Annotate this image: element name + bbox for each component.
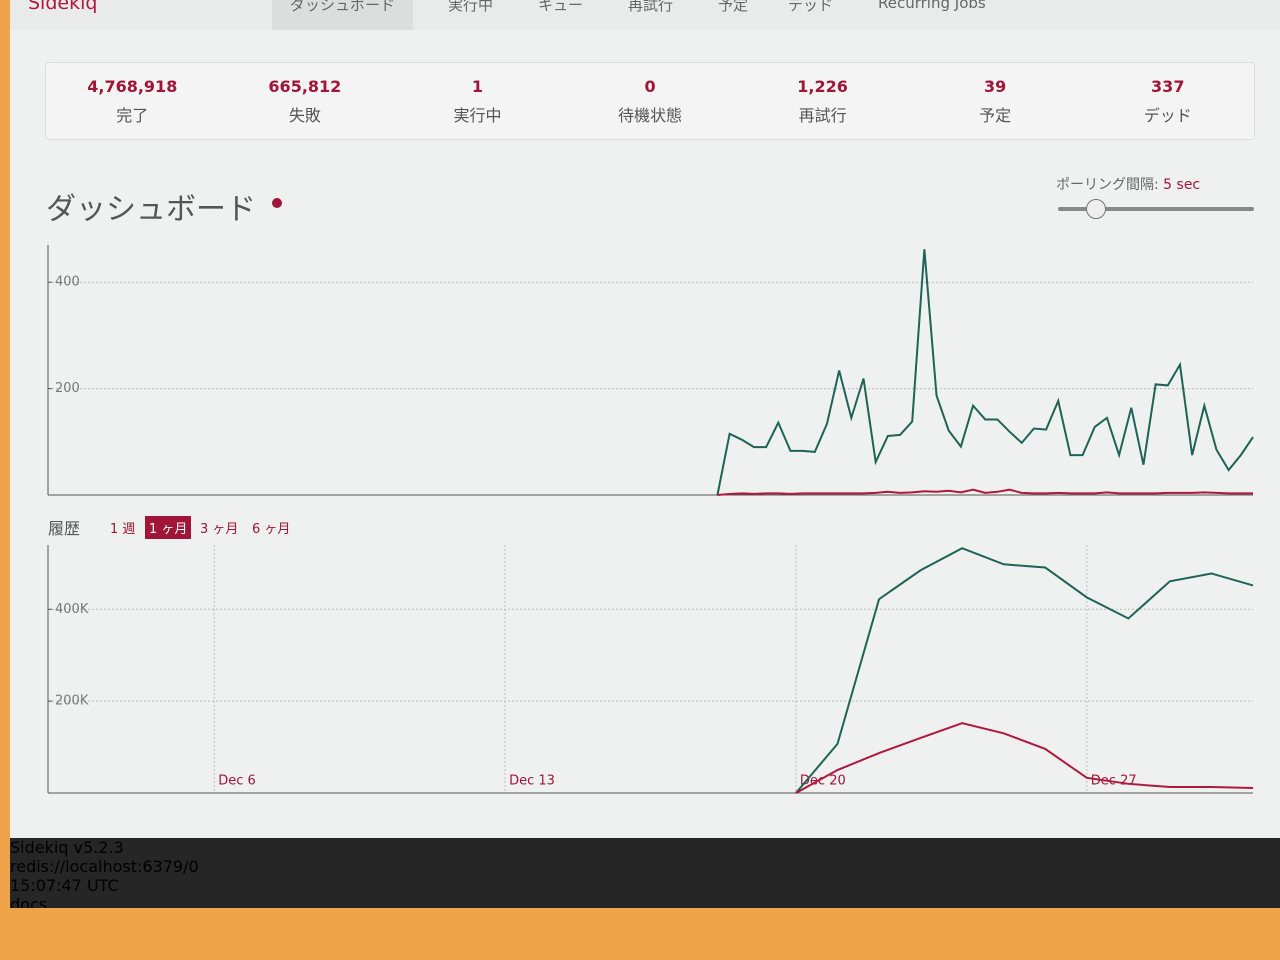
stat-label: デッド — [1143, 106, 1192, 125]
stat-label: 失敗 — [288, 106, 321, 125]
stat[interactable]: 39 予定 — [909, 63, 1082, 139]
navbar: Sidekiq ダッシュボード 実行中 キュー 再試行 予定 デッド Recurring J… — [10, 0, 1280, 30]
slider-knob[interactable] — [1086, 199, 1106, 219]
range-button[interactable]: 1 ヶ月 — [145, 516, 192, 539]
realtime-chart: 200 400 — [47, 245, 1254, 496]
stat-label: 完了 — [116, 106, 149, 125]
series-line — [795, 547, 1254, 794]
stat[interactable]: 1 実行中 — [391, 63, 564, 139]
series-line — [795, 722, 1254, 794]
footer-item: Sidekiq v5.2.3 — [10, 838, 124, 857]
x-tick-label: Dec 6 — [218, 774, 256, 789]
stat-value: 4,768,918 — [87, 77, 178, 96]
stat[interactable]: 665,812 失敗 — [219, 63, 392, 139]
dashboard-title: ダッシュボード — [46, 192, 256, 227]
live-indicator — [272, 198, 282, 208]
stat-label: 再試行 — [798, 106, 847, 125]
y-tick-label: 200K — [55, 694, 89, 709]
x-tick-label: Dec 13 — [509, 774, 555, 789]
stat-value: 1,226 — [797, 77, 848, 96]
range-button[interactable]: 6 ヶ月 — [252, 522, 291, 537]
stat[interactable]: 1,226 再試行 — [736, 63, 909, 139]
polling-value: 5 sec — [1163, 177, 1201, 193]
footer: Sidekiq v5.2.3 redis://localhost:6379/0 15… — [10, 838, 1280, 908]
history-title: 履歴 — [48, 519, 81, 538]
range-button[interactable]: 3 ヶ月 — [200, 522, 239, 537]
stat-value: 39 — [984, 77, 1007, 96]
nav-tab[interactable]: デッド — [788, 0, 834, 14]
stat[interactable]: 0 待機状態 — [564, 63, 737, 139]
nav-tab[interactable]: 実行中 — [448, 0, 494, 14]
polling-text: ポーリング間隔: — [1056, 177, 1159, 193]
polling-slider[interactable] — [1058, 207, 1254, 211]
stat-value: 0 — [644, 77, 656, 96]
footer-item: 15:07:47 UTC — [10, 876, 119, 895]
polling-label: ポーリング間隔: 5 sec — [1056, 174, 1200, 194]
screen: Sidekiq ダッシュボード 実行中 キュー 再試行 予定 デッド Recurring J… — [10, 0, 1280, 908]
nav-tab[interactable]: 再試行 — [628, 0, 674, 14]
nav-tab[interactable]: キュー — [538, 0, 584, 14]
stat-value: 665,812 — [268, 77, 342, 96]
stat-value: 1 — [471, 77, 484, 96]
series-line — [716, 249, 1254, 496]
nav-tab[interactable]: ダッシュボード — [272, 0, 414, 30]
series-line — [717, 488, 1253, 496]
stat-label: 実行中 — [453, 106, 502, 125]
stat[interactable]: 4,768,918 完了 — [46, 63, 219, 139]
y-tick-label: 400 — [55, 275, 80, 290]
range-button[interactable]: 1 週 — [110, 522, 136, 537]
nav-tab[interactable]: Recurring Jobs — [878, 0, 986, 12]
stat[interactable]: 337 デッド — [1081, 63, 1254, 139]
brand[interactable]: Sidekiq — [28, 0, 98, 14]
footer-item: redis://localhost:6379/0 — [10, 857, 199, 876]
footer-item[interactable]: docs — [10, 895, 48, 908]
y-tick-label: 200 — [55, 381, 80, 396]
y-tick-label: 400K — [55, 602, 89, 617]
stat-value: 337 — [1151, 77, 1185, 96]
stat-label: 待機状態 — [618, 106, 683, 125]
nav-tab[interactable]: 予定 — [718, 0, 749, 14]
stats-bar: 4,768,918 完了 665,812 失敗 1 実行中 0 待機状態 1,226 再試行 39 予… — [45, 62, 1255, 140]
stat-label: 予定 — [979, 106, 1012, 125]
